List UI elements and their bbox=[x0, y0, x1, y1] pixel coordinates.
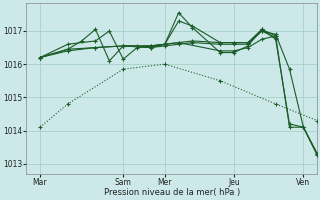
X-axis label: Pression niveau de la mer( hPa ): Pression niveau de la mer( hPa ) bbox=[104, 188, 240, 197]
